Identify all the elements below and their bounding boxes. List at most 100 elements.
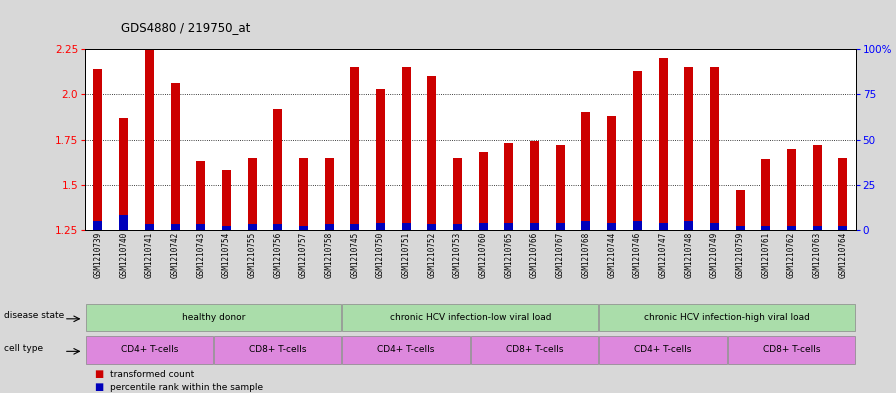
Bar <box>685 67 694 230</box>
Bar <box>119 118 128 230</box>
Bar <box>787 226 796 230</box>
Text: GSM1210756: GSM1210756 <box>273 231 282 277</box>
Bar <box>145 49 154 230</box>
Bar <box>145 224 154 230</box>
Text: GSM1210754: GSM1210754 <box>222 231 231 277</box>
Text: GSM1210753: GSM1210753 <box>453 231 462 277</box>
Bar <box>839 158 848 230</box>
Bar <box>222 170 231 230</box>
Text: ■: ■ <box>94 369 103 379</box>
Bar <box>427 76 436 230</box>
Text: GSM1210742: GSM1210742 <box>170 231 179 277</box>
Bar <box>247 224 256 230</box>
Bar <box>659 223 668 230</box>
Text: GSM1210768: GSM1210768 <box>582 231 590 277</box>
Bar <box>324 224 333 230</box>
Bar <box>556 223 564 230</box>
Bar <box>504 143 513 230</box>
Text: GSM1210766: GSM1210766 <box>530 231 539 277</box>
Bar <box>342 304 599 331</box>
Text: CD4+ T-cells: CD4+ T-cells <box>377 345 435 354</box>
Text: GSM1210757: GSM1210757 <box>299 231 308 277</box>
Bar <box>427 224 436 230</box>
Text: GSM1210767: GSM1210767 <box>556 231 564 277</box>
Bar <box>401 67 410 230</box>
Text: ■: ■ <box>94 382 103 392</box>
Bar <box>607 116 616 230</box>
Bar <box>787 149 796 230</box>
Bar <box>710 223 719 230</box>
Text: GSM1210746: GSM1210746 <box>633 231 642 277</box>
Bar <box>478 223 487 230</box>
Bar <box>633 221 642 230</box>
Bar <box>530 223 539 230</box>
Bar <box>222 226 231 230</box>
Bar <box>556 145 564 230</box>
Text: percentile rank within the sample: percentile rank within the sample <box>110 383 263 391</box>
Bar <box>582 221 590 230</box>
Text: GSM1210760: GSM1210760 <box>478 231 487 277</box>
Text: CD4+ T-cells: CD4+ T-cells <box>634 345 692 354</box>
Text: CD8+ T-cells: CD8+ T-cells <box>249 345 306 354</box>
Bar <box>86 304 341 331</box>
Bar <box>813 145 822 230</box>
Bar <box>342 336 470 364</box>
Bar <box>762 160 771 230</box>
Bar <box>376 223 385 230</box>
Text: GSM1210762: GSM1210762 <box>787 231 796 277</box>
Bar <box>728 336 855 364</box>
Text: GSM1210745: GSM1210745 <box>350 231 359 277</box>
Text: GSM1210739: GSM1210739 <box>93 231 102 277</box>
Text: GSM1210744: GSM1210744 <box>607 231 616 277</box>
Bar <box>350 224 359 230</box>
Bar <box>170 83 179 230</box>
Text: cell type: cell type <box>4 344 43 353</box>
Text: GSM1210748: GSM1210748 <box>685 231 694 277</box>
Text: GSM1210747: GSM1210747 <box>659 231 668 277</box>
Text: GSM1210758: GSM1210758 <box>324 231 333 277</box>
Bar <box>170 224 179 230</box>
Text: GSM1210743: GSM1210743 <box>196 231 205 277</box>
Bar <box>324 158 333 230</box>
Bar <box>273 224 282 230</box>
Text: GSM1210765: GSM1210765 <box>504 231 513 277</box>
Bar <box>299 226 308 230</box>
Bar <box>599 304 855 331</box>
Bar <box>350 67 359 230</box>
Bar <box>376 89 385 230</box>
Bar <box>86 336 213 364</box>
Bar <box>762 226 771 230</box>
Text: GSM1210752: GSM1210752 <box>427 231 436 277</box>
Bar <box>273 109 282 230</box>
Bar <box>453 224 462 230</box>
Bar <box>214 336 341 364</box>
Bar <box>736 190 745 230</box>
Bar <box>471 336 599 364</box>
Text: GSM1210759: GSM1210759 <box>736 231 745 277</box>
Text: chronic HCV infection-low viral load: chronic HCV infection-low viral load <box>390 313 551 322</box>
Text: GSM1210761: GSM1210761 <box>762 231 771 277</box>
Bar <box>633 71 642 230</box>
Bar <box>478 152 487 230</box>
Bar <box>93 69 102 230</box>
Text: GDS4880 / 219750_at: GDS4880 / 219750_at <box>121 21 250 34</box>
Bar <box>839 226 848 230</box>
Text: GSM1210764: GSM1210764 <box>839 231 848 277</box>
Text: GSM1210741: GSM1210741 <box>145 231 154 277</box>
Bar <box>453 158 462 230</box>
Text: transformed count: transformed count <box>110 370 194 378</box>
Bar <box>119 215 128 230</box>
Bar <box>299 158 308 230</box>
Text: GSM1210740: GSM1210740 <box>119 231 128 277</box>
Bar <box>659 58 668 230</box>
Text: GSM1210751: GSM1210751 <box>401 231 410 277</box>
Text: GSM1210755: GSM1210755 <box>247 231 256 277</box>
Bar <box>196 161 205 230</box>
Bar <box>685 221 694 230</box>
Text: CD8+ T-cells: CD8+ T-cells <box>762 345 820 354</box>
Text: CD4+ T-cells: CD4+ T-cells <box>121 345 178 354</box>
Bar <box>196 224 205 230</box>
Bar <box>401 223 410 230</box>
Bar <box>599 336 727 364</box>
Bar <box>813 226 822 230</box>
